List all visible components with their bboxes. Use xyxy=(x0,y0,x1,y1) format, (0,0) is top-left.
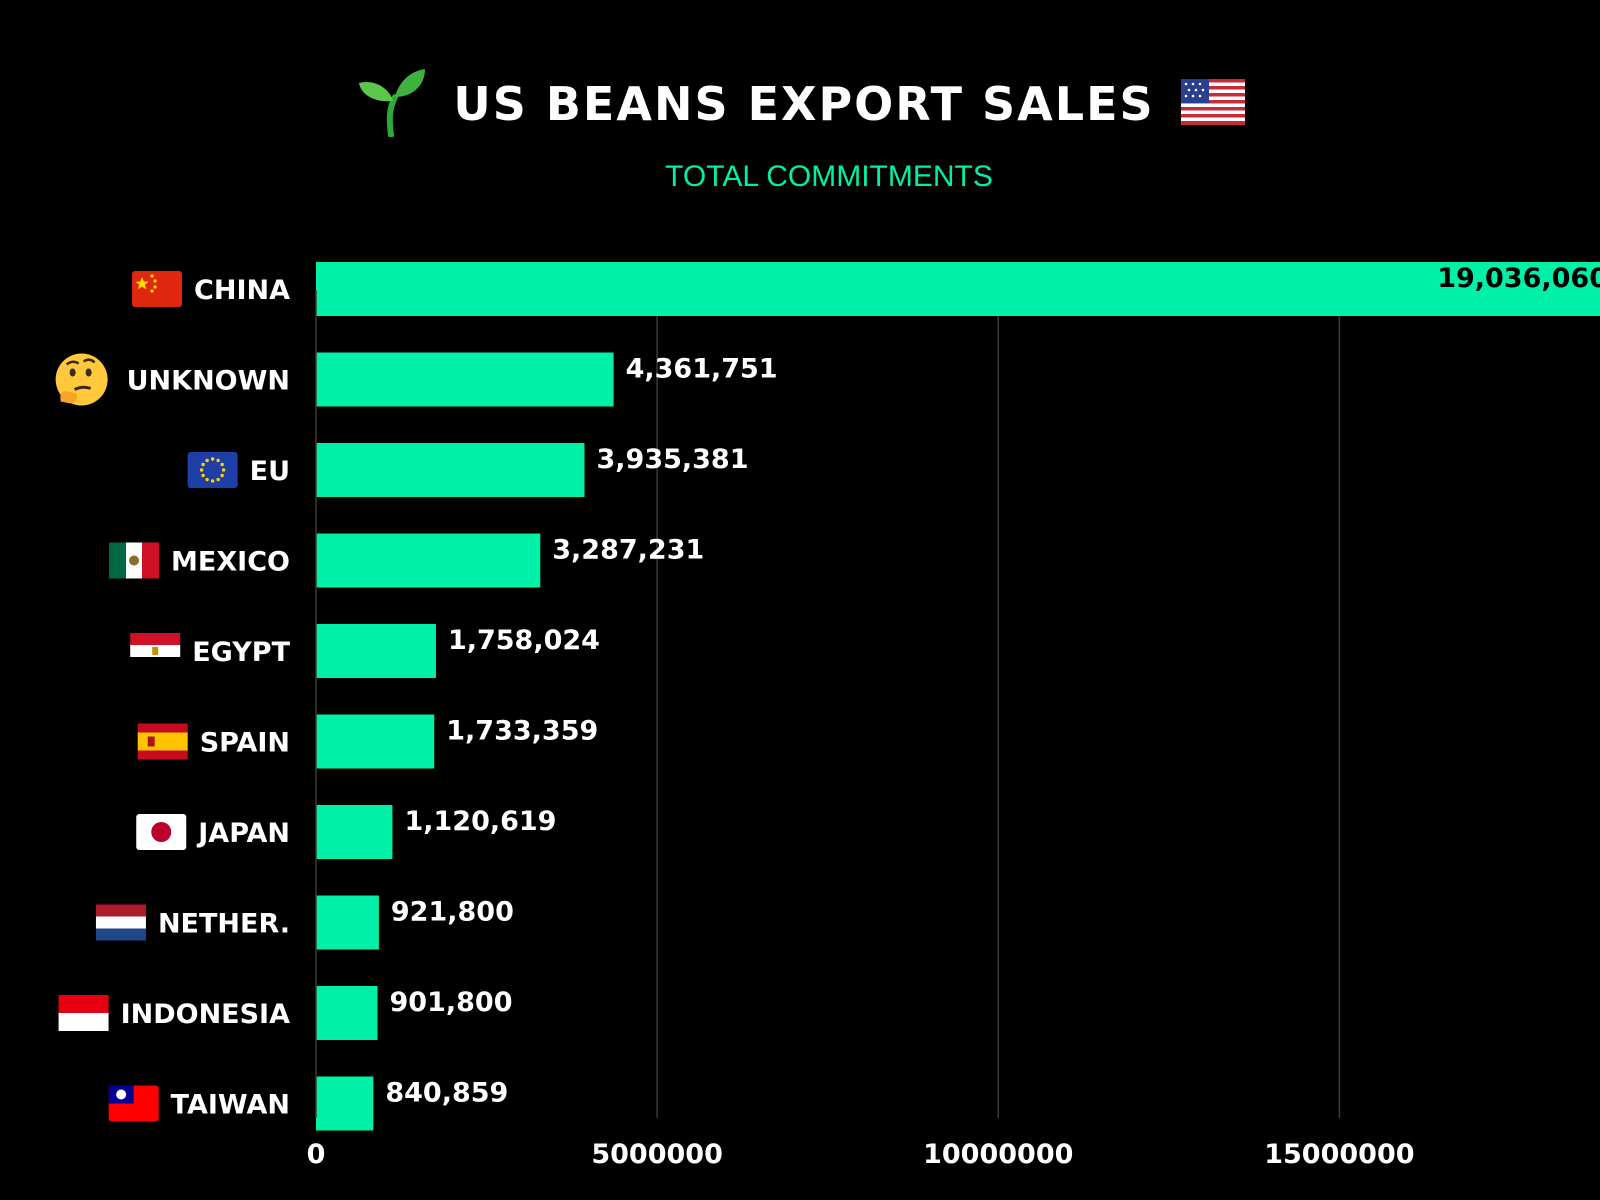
category-label: EU xyxy=(250,456,290,487)
category-label: MEXICO xyxy=(171,547,290,578)
category-label: CHINA xyxy=(194,275,290,306)
thinking-face-icon xyxy=(55,353,108,406)
category-label: UNKNOWN xyxy=(127,366,290,397)
flag-china-icon xyxy=(132,271,183,307)
category-label: JAPAN xyxy=(196,818,290,849)
x-tick-label: 10000000 xyxy=(923,1139,1073,1170)
x-tick-label: 0 xyxy=(307,1139,326,1170)
grid-lines xyxy=(656,290,1341,1118)
value-label: 4,361,751 xyxy=(626,354,778,385)
category-label: SPAIN xyxy=(200,728,290,759)
sprout-icon xyxy=(355,67,427,141)
value-label: 1,758,024 xyxy=(448,625,600,656)
flag-japan-icon xyxy=(136,814,187,850)
value-labels: 19,036,060 4,361,751 3,935,381 3,287,231 1,7… xyxy=(385,263,1600,1109)
x-tick-label: 15000000 xyxy=(1264,1139,1414,1170)
category-label: EGYPT xyxy=(192,637,290,668)
bar-unknown xyxy=(316,352,614,407)
value-label: 901,800 xyxy=(390,987,513,1018)
value-label: 921,800 xyxy=(391,897,514,928)
category-label: TAIWAN xyxy=(171,1090,290,1121)
value-label: 840,859 xyxy=(385,1078,508,1109)
bar-china xyxy=(316,262,1600,316)
bar-mexico xyxy=(316,533,541,588)
category-labels: CHINA UNKNOWN EU MEXICO EGYPT SPAIN JAPAN NETHE… xyxy=(55,271,291,1122)
flag-taiwan-icon xyxy=(108,1085,159,1122)
value-label: 3,935,381 xyxy=(596,444,748,475)
value-label: 1,733,359 xyxy=(446,716,598,747)
x-tick-label: 5000000 xyxy=(591,1139,723,1170)
flag-eu-icon xyxy=(187,452,238,488)
value-label: 3,287,231 xyxy=(552,535,704,566)
x-tick-labels: 0 5000000 10000000 15000000 xyxy=(307,1139,1415,1170)
bar-spain xyxy=(316,714,435,769)
chart-title: US BEANS EXPORT SALES xyxy=(0,68,1600,140)
bar-taiwan xyxy=(316,1076,374,1131)
value-label: 19,036,060 xyxy=(1437,263,1600,294)
bar-egypt xyxy=(316,624,436,678)
flag-egypt-icon xyxy=(130,633,181,669)
title-text: US BEANS EXPORT SALES xyxy=(453,77,1155,131)
bar-nether xyxy=(316,895,379,950)
bar-indonesia xyxy=(316,986,378,1040)
flag-indonesia-icon xyxy=(58,995,109,1031)
chart-subtitle: TOTAL COMMITMENTS xyxy=(665,160,993,193)
us-flag-icon xyxy=(1180,79,1245,129)
value-label: 1,120,619 xyxy=(404,806,556,837)
bars xyxy=(316,262,1600,1131)
flag-netherlands-icon xyxy=(95,904,146,941)
flag-mexico-icon xyxy=(109,542,160,579)
bar-eu xyxy=(316,443,585,497)
bar-japan xyxy=(316,805,393,859)
category-label: NETHER. xyxy=(158,909,290,940)
category-label: INDONESIA xyxy=(121,999,291,1030)
flag-spain-icon xyxy=(137,723,188,760)
